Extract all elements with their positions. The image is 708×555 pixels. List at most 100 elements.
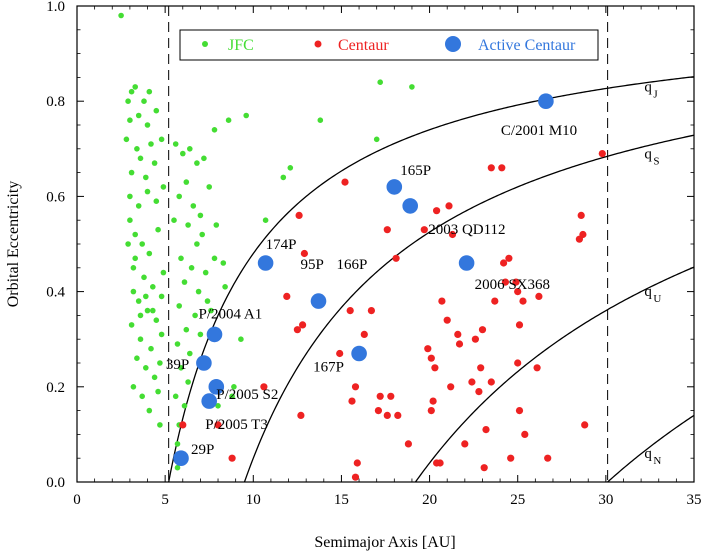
centaur-point (360, 330, 368, 338)
jfc-point (190, 203, 197, 209)
jfc-point (139, 393, 145, 400)
jfc-point (141, 98, 147, 104)
centaur-point (427, 354, 435, 362)
jfc-point (194, 241, 200, 247)
x-axis-title: Semimajor Axis [AU] (314, 534, 455, 551)
centaur-point (433, 207, 441, 215)
jfc-point (125, 241, 131, 247)
centaur-point (501, 278, 509, 286)
centaur-point (427, 407, 435, 415)
annotation-label: 2003 QD112 (428, 222, 505, 238)
y-axis-title: Orbital Eccentricity (5, 181, 22, 308)
centaur-point (383, 226, 391, 234)
jfc-point (172, 393, 179, 400)
curve-label-qJ: q (644, 80, 652, 96)
legend-centaur-marker (314, 40, 322, 48)
jfc-point (211, 127, 218, 133)
jfc-point (197, 212, 204, 219)
curve-label-sub-J: J (653, 89, 658, 101)
centaur-point (404, 440, 412, 448)
jfc-point (176, 303, 182, 309)
jfc-point (185, 222, 191, 228)
curve-label-sub-N: N (653, 455, 661, 467)
centaur-point (367, 307, 375, 315)
centaur-point (374, 407, 382, 415)
jfc-point (206, 184, 212, 190)
centaur-point (480, 464, 488, 472)
jfc-point (144, 122, 151, 128)
jfc-point (180, 150, 186, 157)
jfc-point (153, 317, 160, 324)
active-centaur-point (173, 450, 189, 467)
centaur-point (179, 421, 187, 429)
centaur-point (383, 411, 391, 419)
centaur-point (429, 397, 437, 405)
centaur-point (431, 364, 439, 372)
jfc-point (127, 193, 133, 200)
jfc-point (132, 231, 138, 238)
y-tick-label: 0.8 (46, 94, 65, 110)
active-centaur-point (201, 393, 217, 409)
active-centaur-point (458, 255, 475, 271)
jfc-point (146, 250, 153, 257)
jfc-point (130, 288, 137, 295)
centaur-point (461, 440, 469, 448)
y-tick-label: 0.4 (46, 285, 65, 301)
annotation-label: 174P (266, 237, 297, 253)
y-tick-label: 1.0 (46, 0, 65, 15)
centaur-point (544, 454, 552, 462)
centaur-point (487, 378, 495, 386)
jfc-point (144, 307, 151, 314)
annotation-label: 95P (301, 257, 324, 273)
centaur-point (448, 230, 457, 239)
centaur-point (394, 411, 402, 419)
jfc-point (128, 169, 135, 176)
annotation-label: 165P (400, 163, 431, 179)
x-tick-label: 15 (334, 492, 349, 508)
annotation-label: P/2005 S2 (216, 387, 278, 403)
jfc-point (128, 88, 135, 95)
jfc-point (178, 365, 184, 371)
centaur-point (468, 378, 476, 386)
curve-qU (414, 266, 694, 482)
centaur-point (515, 321, 524, 329)
centaur-point (507, 454, 515, 462)
x-tick-label: 35 (687, 492, 702, 508)
curve-label-sub-U: U (653, 293, 661, 305)
jfc-point (127, 117, 133, 123)
jfc-point (178, 255, 184, 262)
centaur-point (477, 364, 485, 372)
curve-label-qS: q (644, 146, 652, 162)
curve-label-qU: q (644, 284, 652, 300)
jfc-point (158, 136, 165, 143)
jfc-point (208, 307, 214, 314)
centaur-point (283, 292, 291, 300)
jfc-point (172, 141, 179, 147)
jfc-point (153, 198, 160, 204)
centaur-point (387, 392, 395, 400)
jfc-point (262, 217, 269, 223)
centaur-point (514, 359, 522, 367)
jfc-point (125, 98, 131, 104)
jfc-point (148, 141, 154, 147)
jfc-point (222, 284, 228, 290)
centaur-point (482, 426, 490, 434)
centaur-point (535, 292, 543, 300)
jfc-point (317, 117, 324, 123)
jfc-point (183, 179, 190, 185)
annotation-label: 166P (337, 257, 368, 273)
centaur-point (293, 326, 301, 334)
centaur-point (478, 326, 487, 334)
jfc-point (130, 265, 137, 271)
perihelion-curves (168, 76, 694, 482)
jfc-point (229, 393, 235, 400)
legend-centaur-label: Centaur (338, 37, 389, 54)
jfc-point (238, 336, 244, 343)
centaur-point (392, 254, 400, 262)
jfc-point (377, 79, 384, 85)
centaur-point (260, 383, 268, 391)
annotation-label: 167P (313, 360, 344, 376)
curve-qN (607, 414, 694, 482)
jfc-point (151, 374, 158, 381)
